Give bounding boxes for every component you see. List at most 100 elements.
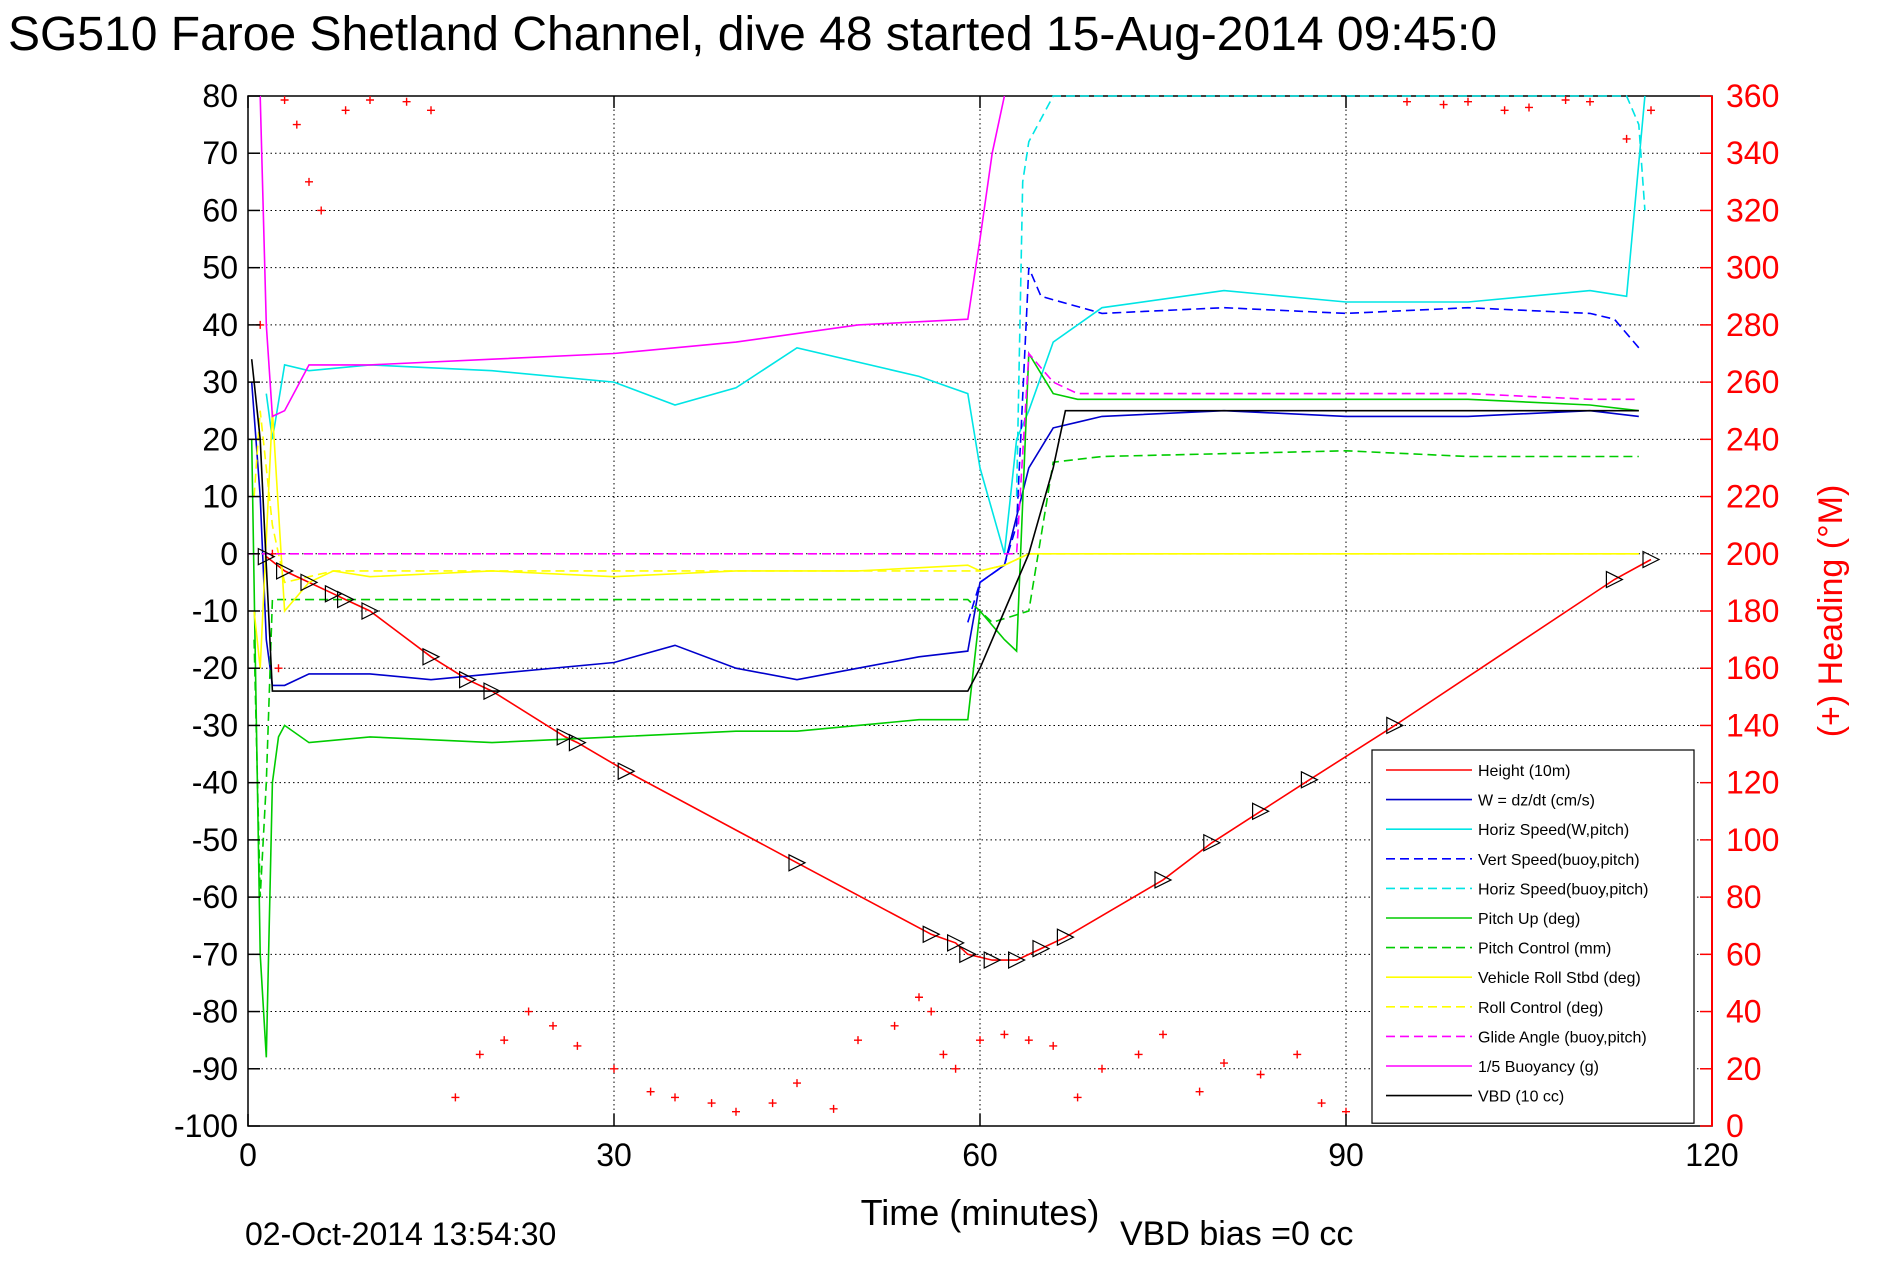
legend-label: VBD (10 cc) xyxy=(1478,1089,1564,1106)
legend-label: 1/5 Buoyancy (g) xyxy=(1478,1059,1599,1076)
y2-tick-label: 200 xyxy=(1726,536,1779,572)
series-line-vert-speed-buoy-pitch xyxy=(967,267,1640,623)
heading-point xyxy=(1098,1064,1106,1073)
series-lines xyxy=(248,95,1652,1058)
height-marker xyxy=(1154,870,1173,889)
height-marker xyxy=(300,573,319,592)
legend-label: Pitch Control (mm) xyxy=(1478,941,1611,958)
series-line-horiz-speed-buoy-pitch xyxy=(1015,95,1646,497)
heading-point xyxy=(1024,1036,1033,1045)
y2-tick-label: 220 xyxy=(1726,479,1779,515)
y-tick-label: 30 xyxy=(202,364,238,400)
heading-point xyxy=(1195,1087,1204,1096)
x-tick-label: 0 xyxy=(239,1137,257,1173)
heading-point xyxy=(1000,1030,1009,1039)
y2-tick-label: 360 xyxy=(1726,78,1779,114)
heading-point xyxy=(1317,1099,1326,1108)
y2-tick-label: 120 xyxy=(1726,765,1779,801)
x-axis-ticks: 0 30 60 90 120 xyxy=(239,96,1739,1173)
y-tick-label: 0 xyxy=(220,536,238,572)
heading-point xyxy=(402,97,411,106)
legend-label: W = dz/dt (cm/s) xyxy=(1478,793,1595,810)
y-tick-label: 40 xyxy=(202,307,238,343)
legend-label: Roll Control (deg) xyxy=(1478,1000,1603,1017)
y2-axis-label: (+) Heading (°M) xyxy=(1812,485,1850,738)
heading-point xyxy=(280,96,289,104)
height-marker xyxy=(483,682,502,701)
height-marker xyxy=(568,733,587,752)
heading-point xyxy=(573,1041,582,1050)
y2-tick-label: 240 xyxy=(1726,421,1779,457)
heading-point xyxy=(1464,97,1472,106)
y-tick-label: -100 xyxy=(174,1108,238,1144)
y2-tick-label: 280 xyxy=(1726,307,1779,343)
heading-point xyxy=(1439,100,1448,109)
y-tick-label: 60 xyxy=(202,192,238,228)
y-tick-label: -30 xyxy=(192,707,238,743)
heading-point xyxy=(524,1007,533,1016)
y-tick-label: -10 xyxy=(192,593,238,629)
x-axis-label: Time (minutes) xyxy=(861,1192,1100,1233)
heading-point xyxy=(366,96,374,104)
series-line-horiz-speed-w-pitch xyxy=(265,95,1646,555)
heading-point xyxy=(274,664,283,673)
heading-point xyxy=(427,106,435,115)
heading-point xyxy=(1220,1059,1228,1068)
y2-tick-label: 260 xyxy=(1726,364,1779,400)
y-tick-label: 10 xyxy=(202,479,238,515)
y2-tick-label: 300 xyxy=(1726,250,1779,286)
y-tick-label: -90 xyxy=(192,1051,238,1087)
series-line-pitch-up-deg xyxy=(250,350,1639,1058)
heading-point xyxy=(732,1107,740,1116)
legend: Height (10m) W = dz/dt (cm/s) Horiz Speed(… xyxy=(1371,749,1695,1124)
chart-title: SG510 Faroe Shetland Channel, dive 48 st… xyxy=(8,8,1497,61)
height-marker xyxy=(276,561,294,580)
legend-label: Horiz Speed(W,pitch) xyxy=(1478,822,1629,839)
y-tick-label: -20 xyxy=(192,650,238,686)
heading-point xyxy=(793,1079,801,1088)
heading-point xyxy=(854,1036,862,1045)
heading-point xyxy=(915,993,923,1002)
heading-point xyxy=(317,206,326,215)
heading-point xyxy=(292,120,301,129)
heading-point xyxy=(1525,103,1533,112)
height-marker xyxy=(361,602,380,620)
height-marker xyxy=(922,925,941,944)
heading-point xyxy=(1561,96,1570,104)
y2-axis-ticks: 3603403203002802602402202001801601401201… xyxy=(1700,78,1779,1144)
y2-tick-label: 140 xyxy=(1726,707,1779,743)
height-marker xyxy=(556,727,575,746)
heading-point xyxy=(1293,1050,1302,1059)
y-tick-label: 70 xyxy=(202,135,238,171)
y-tick-label: 20 xyxy=(202,421,238,457)
heading-point xyxy=(768,1099,777,1108)
series-line-roll-control-deg xyxy=(253,410,1639,584)
series-line-height-10m xyxy=(265,555,1652,961)
series-line-vbd-10-cc xyxy=(250,359,1639,692)
heading-point xyxy=(671,1093,679,1102)
height-marker xyxy=(257,547,276,566)
height-marker xyxy=(1605,570,1624,589)
y2-tick-label: 100 xyxy=(1726,822,1779,858)
x-tick-label: 30 xyxy=(596,1137,632,1173)
height-marker xyxy=(983,951,1002,970)
heading-point xyxy=(1500,106,1509,115)
y-axis-ticks: 80 70 60 50 40 30 20 10 0 -10 -20 -30 -40 -50 -60 -70 -8… xyxy=(174,78,260,1144)
heading-series xyxy=(256,96,1655,1116)
height-marker xyxy=(1642,550,1661,569)
heading-point xyxy=(976,1036,984,1045)
heading-point xyxy=(1403,97,1411,106)
x-tick-label: 120 xyxy=(1685,1137,1738,1173)
heading-point xyxy=(549,1021,557,1030)
x-tick-label: 60 xyxy=(962,1137,998,1173)
heading-point xyxy=(1622,134,1631,143)
x-tick-label: 90 xyxy=(1328,1137,1364,1173)
series-line-glide-angle-buoy-pitch xyxy=(248,351,1639,555)
height-marker xyxy=(1032,939,1051,958)
heading-point xyxy=(951,1064,960,1073)
y-tick-label: -70 xyxy=(192,936,238,972)
heading-point xyxy=(500,1036,509,1045)
heading-point xyxy=(1073,1093,1082,1102)
heading-point xyxy=(1134,1050,1143,1059)
y-tick-label: -50 xyxy=(192,822,238,858)
